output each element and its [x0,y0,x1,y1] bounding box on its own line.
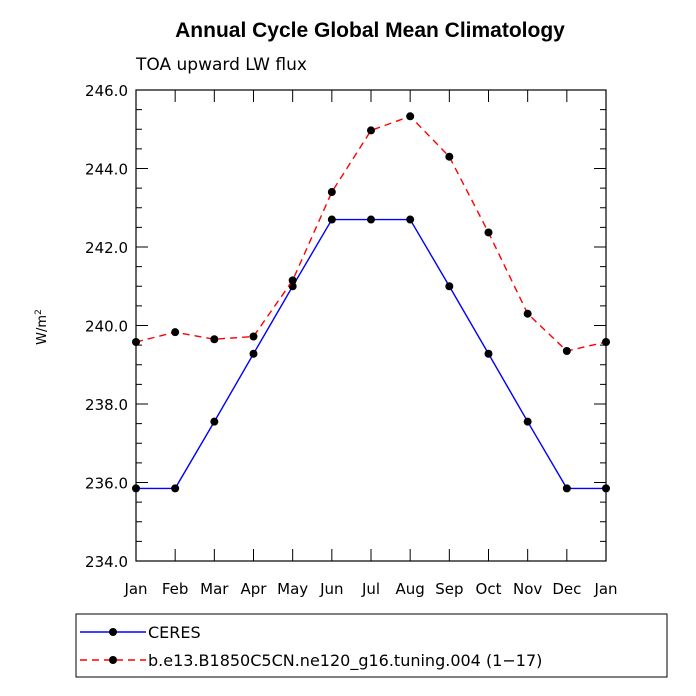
plot-area [135,89,607,562]
legend-marker [109,656,117,664]
data-point [602,337,610,346]
y-tick-label: 240.0 [85,318,128,336]
data-point [367,126,375,135]
x-tick-label: Jan [123,580,147,598]
legend-label: b.e13.B1850C5CN.ne120_g16.tuning.004 (1−… [148,651,542,671]
chart-title: Annual Cycle Global Mean Climatology [175,19,565,42]
data-point [367,215,375,224]
y-tick-label: 234.0 [85,553,128,571]
data-point [132,337,140,346]
x-tick-label: Apr [241,580,268,598]
y-axis: 234.0 236.0 238.0 240.0 242.0 244.0 246.0 [85,82,606,571]
series-line [136,218,606,490]
x-tick-label: Jun [319,580,343,598]
data-point [249,332,258,341]
y-tick-label: 242.0 [85,239,128,257]
data-point [327,188,336,197]
data-point [132,484,140,493]
data-point [602,484,610,493]
legend-marker [109,628,117,636]
series-ceres [132,215,610,493]
x-tick-label: Feb [162,580,189,598]
y-tick-label: 244.0 [85,161,128,179]
series-layer [132,112,610,493]
data-point [445,152,454,161]
data-point [210,417,219,426]
chart-subtitle: TOA upward LW flux [135,55,307,75]
y-axis-label: W/m2 [34,309,50,345]
x-tick-label: May [277,580,308,598]
data-point [523,417,532,426]
x-tick-label: Sep [435,580,463,598]
data-point [327,215,336,224]
x-tick-label: Mar [200,580,229,598]
data-point [523,309,532,318]
x-tick-label: Oct [476,580,502,598]
data-point [484,228,493,237]
x-tick-label: Jan [593,580,617,598]
x-tick-label: Jul [361,580,380,598]
series-model [132,112,610,356]
data-point [445,282,454,291]
data-point [171,484,180,493]
y-tick-label: 236.0 [85,475,128,493]
data-point [562,347,571,356]
x-axis: Jan Feb Mar Apr May Jun Jul Aug Sep Oct Nov Dec Jan [123,90,618,598]
y-tick-label: 238.0 [85,396,128,414]
legend: CERES b.e13.B1850C5CN.ne120_g16.tuning.00… [75,613,668,678]
x-tick-label: Nov [513,580,542,598]
data-point [562,484,571,493]
data-point [406,112,415,121]
data-point [406,215,415,224]
data-point [288,276,297,285]
legend-box [75,613,668,678]
data-point [210,335,219,344]
plot-border [135,89,607,562]
x-tick-label: Aug [396,580,425,598]
legend-label: CERES [148,623,201,642]
data-point [171,328,180,337]
data-point [249,349,258,358]
x-tick-label: Dec [552,580,581,598]
y-tick-label: 246.0 [85,82,128,100]
series-line [135,115,607,352]
data-point [484,349,493,358]
